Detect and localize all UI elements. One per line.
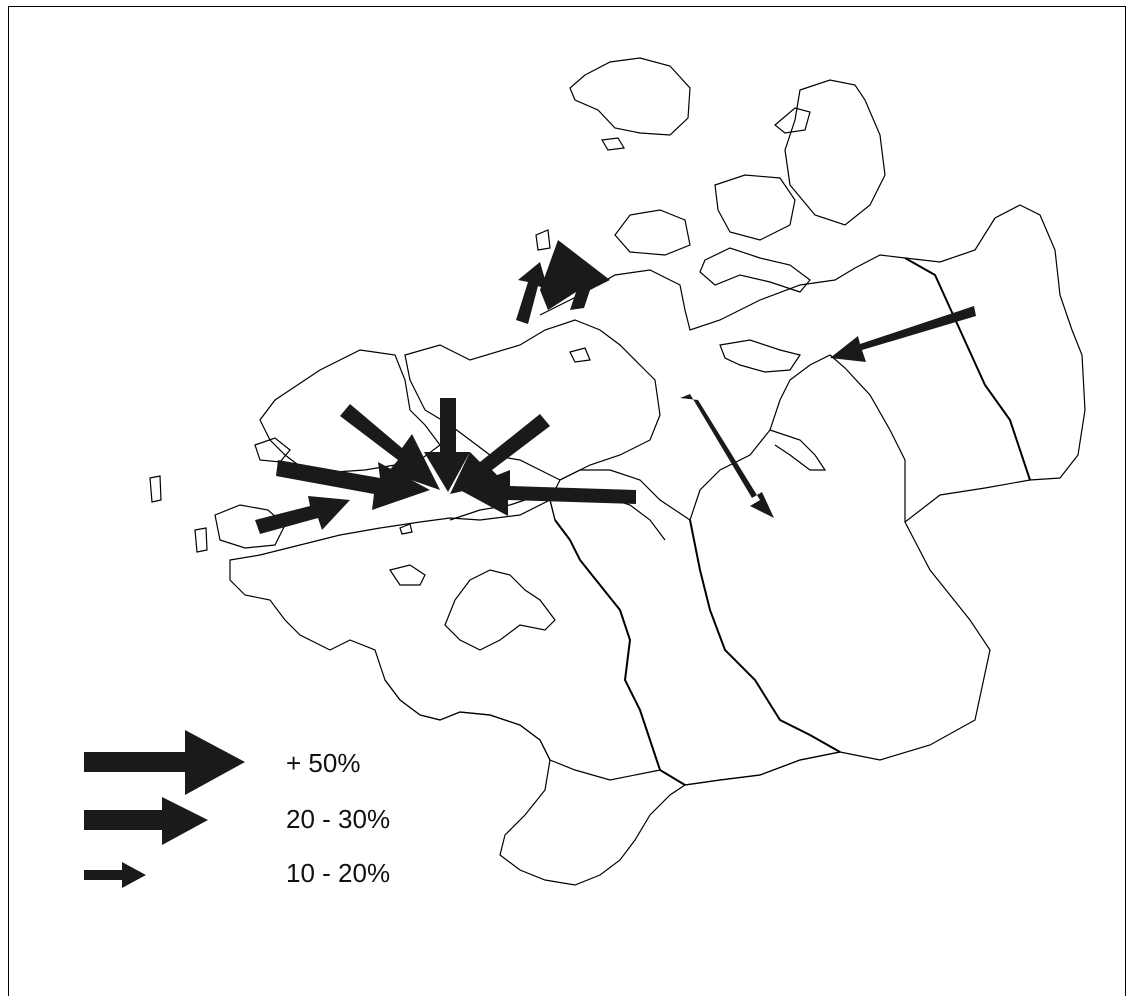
west-islet-a [254,437,291,463]
south-region [384,679,841,886]
island-mid [614,209,691,256]
boundary-south [554,519,686,786]
legend-label-small: 10 - 20% [286,858,391,888]
fjord-inner-c [389,564,426,586]
flow-northern-islands-b [516,262,548,324]
flow-north [424,398,470,492]
legend-arrows [84,730,245,888]
southwest-region [229,499,661,781]
islet-north [601,137,625,151]
islet-north-coast-a [569,347,591,363]
west-islet-b [149,475,162,503]
flow-arrows [255,240,976,534]
southeast-region [549,469,842,786]
boundary-southeast [689,519,841,753]
mainland-north-coast [539,204,1086,481]
flow-northwest [340,404,440,490]
fjord-inner-d [769,429,827,471]
flow-far-east [830,306,976,362]
legend-label-large: + 50% [286,748,361,778]
flow-northern-islands-a [540,240,610,310]
island-northeast [784,79,886,226]
flow-northeast [450,414,550,494]
flow-east [460,470,636,516]
islet-ne-small [774,107,811,134]
legend-arrow-small [84,862,146,888]
legend-arrow-medium [84,797,208,845]
boundary-east [904,257,1031,481]
legend-arrow-large [84,730,245,795]
island-strip [699,247,811,293]
island-north [569,57,691,136]
east-region [689,257,1031,761]
island-mid-east [714,174,796,241]
flow-southeast [680,394,774,518]
islet-north-coast-b [535,229,551,251]
map-frame [8,6,1126,996]
west-islet-c [194,527,208,553]
islet-fjord [399,523,413,535]
fjord-inner-e [719,339,801,373]
central-region [404,319,661,481]
admin-boundaries [554,257,1031,786]
fjord-inner-b [444,569,556,651]
legend-label-medium: 20 - 30% [286,804,391,834]
west-island [214,504,286,549]
flow-west-small [255,496,350,534]
